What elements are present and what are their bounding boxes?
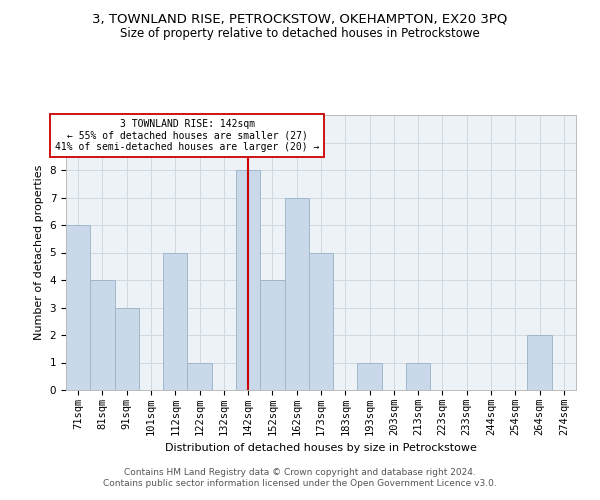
Bar <box>66 225 90 390</box>
Text: 3 TOWNLAND RISE: 142sqm
← 55% of detached houses are smaller (27)
41% of semi-de: 3 TOWNLAND RISE: 142sqm ← 55% of detache… <box>55 119 320 152</box>
Text: Size of property relative to detached houses in Petrockstowe: Size of property relative to detached ho… <box>120 28 480 40</box>
X-axis label: Distribution of detached houses by size in Petrockstowe: Distribution of detached houses by size … <box>165 444 477 454</box>
Bar <box>527 335 552 390</box>
Bar <box>260 280 284 390</box>
Bar <box>187 362 212 390</box>
Bar <box>236 170 260 390</box>
Text: 3, TOWNLAND RISE, PETROCKSTOW, OKEHAMPTON, EX20 3PQ: 3, TOWNLAND RISE, PETROCKSTOW, OKEHAMPTO… <box>92 12 508 26</box>
Bar <box>358 362 382 390</box>
Text: Contains HM Land Registry data © Crown copyright and database right 2024.
Contai: Contains HM Land Registry data © Crown c… <box>103 468 497 487</box>
Bar <box>115 308 139 390</box>
Bar <box>163 252 187 390</box>
Y-axis label: Number of detached properties: Number of detached properties <box>34 165 44 340</box>
Bar <box>309 252 333 390</box>
Bar <box>90 280 115 390</box>
Bar <box>284 198 309 390</box>
Bar <box>406 362 430 390</box>
